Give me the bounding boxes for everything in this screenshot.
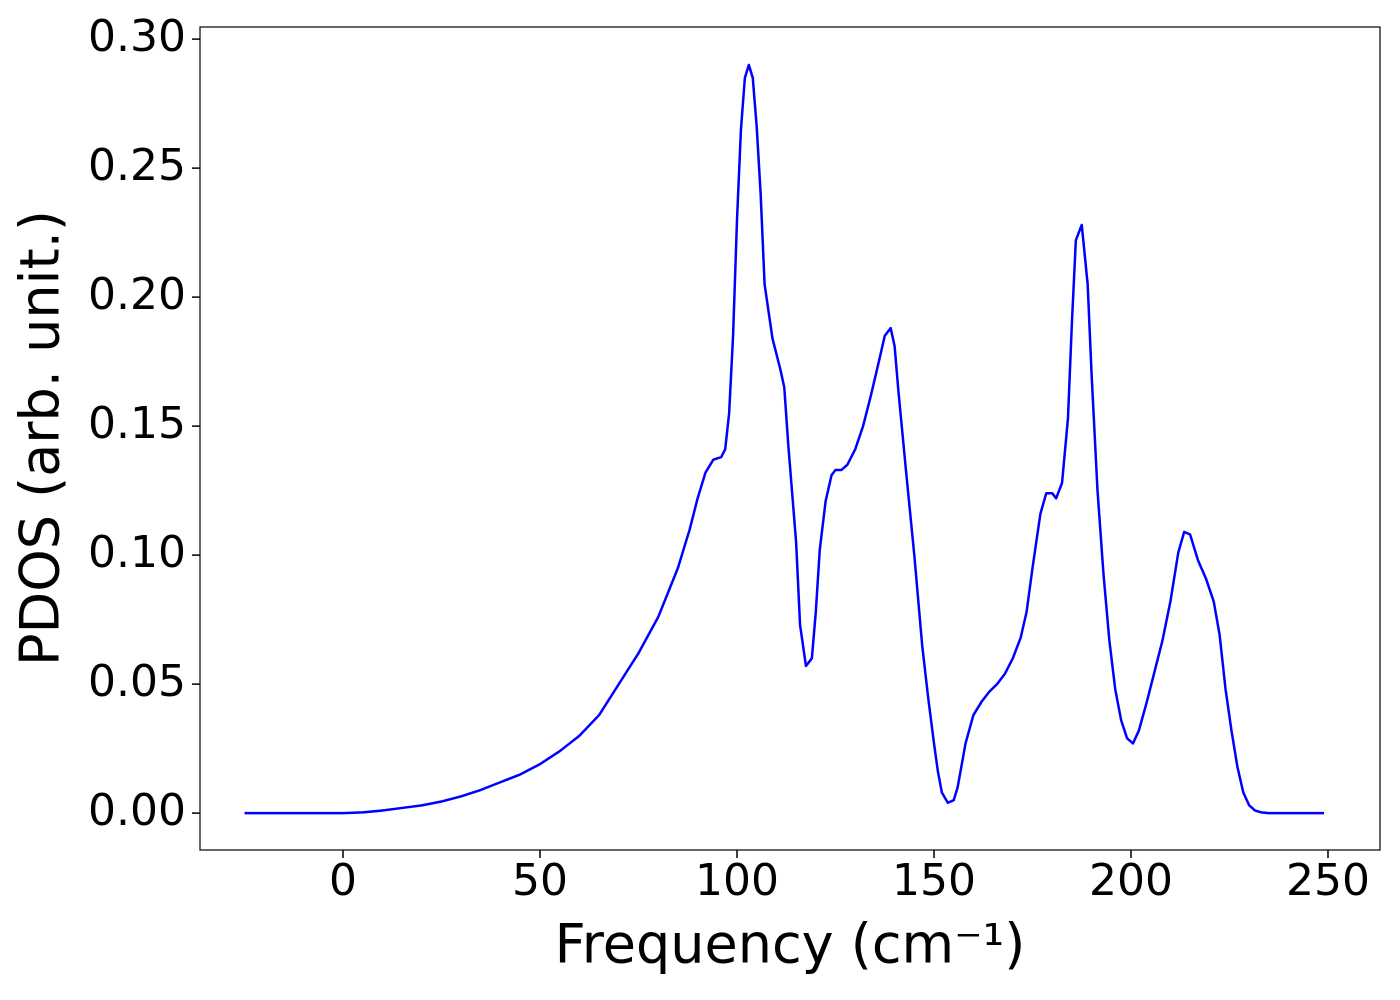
x-tick-label: 250: [1286, 855, 1370, 906]
plot-frame: [199, 26, 1381, 851]
y-tick-label: 0.30: [88, 11, 186, 62]
data-line: [244, 63, 1325, 815]
x-tick-label: 200: [1089, 855, 1173, 906]
y-tick-label: 0.00: [88, 785, 186, 836]
x-axis-label: Frequency (cm⁻¹): [555, 913, 1026, 976]
x-tick-label: 50: [512, 855, 568, 906]
x-tick-label: 100: [695, 855, 779, 906]
y-tick-label: 0.10: [88, 527, 186, 578]
y-tick-label: 0.25: [88, 140, 186, 191]
y-tick-label: 0.20: [88, 269, 186, 320]
x-tick-label: 0: [329, 855, 357, 906]
y-axis-label: PDOS (arb. unit.): [9, 210, 72, 666]
y-tick-label: 0.15: [88, 398, 186, 449]
y-tick-label: 0.05: [88, 656, 186, 707]
x-tick-label: 150: [892, 855, 976, 906]
